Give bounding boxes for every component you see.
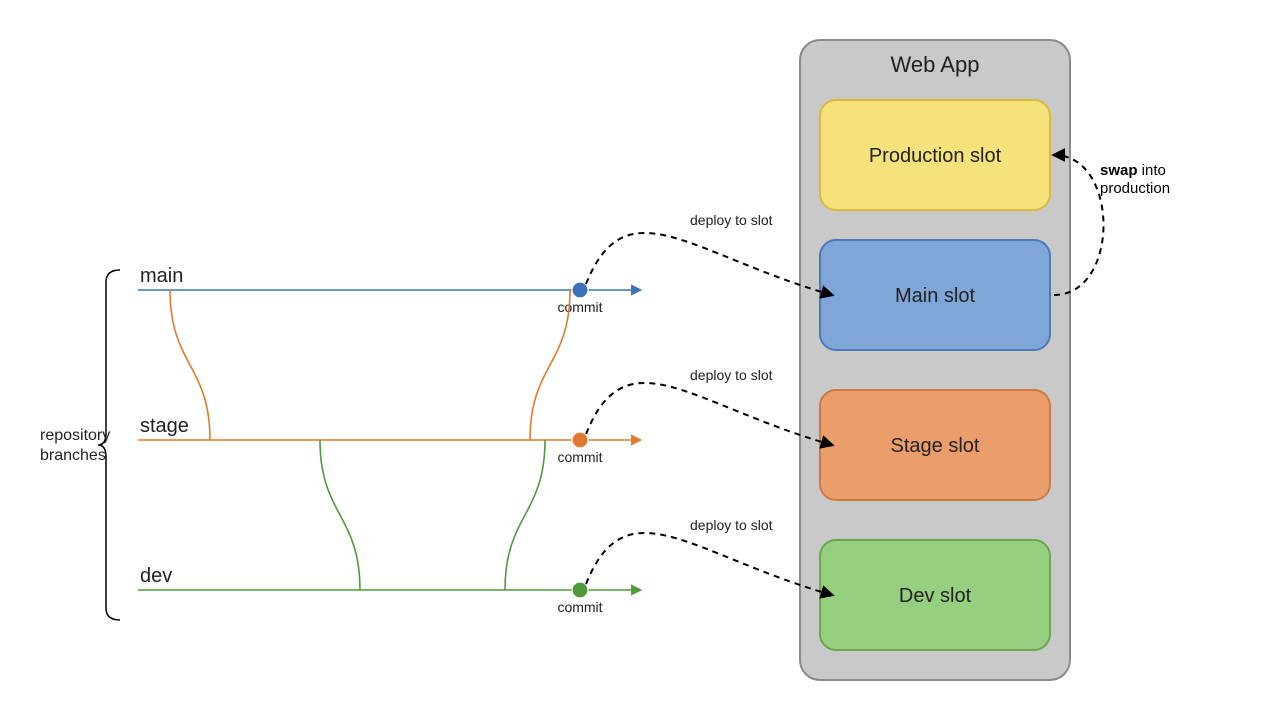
deploy-arrow-main (586, 233, 832, 295)
slot-label-main: Main slot (895, 285, 975, 307)
deploy-label-stage: deploy to slot (690, 367, 773, 383)
repository-brace (98, 270, 120, 620)
merge-down (320, 440, 360, 590)
branch-label-stage: stage (140, 415, 189, 437)
swap-label: swap intoproduction (1100, 162, 1170, 197)
webapp-title: Web App (891, 52, 980, 77)
deploy-arrow-stage (586, 383, 832, 445)
commit-label-dev: commit (557, 599, 602, 615)
branch-label-dev: dev (140, 565, 172, 587)
branch-label-main: main (140, 265, 183, 287)
commit-dot-main (572, 282, 588, 298)
merge-up (505, 440, 545, 590)
slot-label-production: Production slot (869, 145, 1002, 167)
deploy-arrow-dev (586, 533, 832, 595)
deploy-label-main: deploy to slot (690, 212, 773, 228)
commit-dot-stage (572, 432, 588, 448)
commit-dot-dev (572, 582, 588, 598)
slot-label-dev: Dev slot (899, 585, 972, 607)
slot-label-stage: Stage slot (891, 435, 980, 457)
commit-label-stage: commit (557, 449, 602, 465)
commit-label-main: commit (557, 299, 602, 315)
deploy-label-dev: deploy to slot (690, 517, 773, 533)
